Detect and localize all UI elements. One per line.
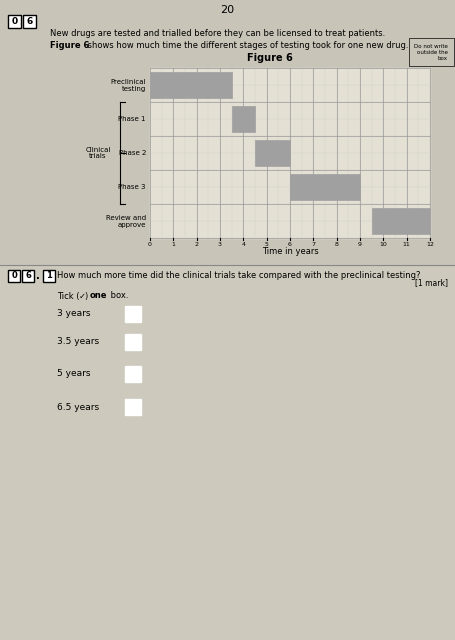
- Text: one: one: [90, 291, 107, 301]
- Bar: [255, 140, 290, 166]
- Bar: [125, 366, 141, 382]
- Text: Time in years: Time in years: [262, 248, 318, 257]
- Text: 5 years: 5 years: [57, 369, 91, 378]
- Text: New drugs are tested and trialled before they can be licensed to treat patients.: New drugs are tested and trialled before…: [50, 29, 385, 38]
- Bar: [0, 0, 455, 265]
- Text: Do not write
outside the
box: Do not write outside the box: [414, 44, 448, 61]
- Text: ✓: ✓: [79, 291, 86, 301]
- Text: Figure 6: Figure 6: [50, 42, 89, 51]
- Text: shows how much time the different stages of testing took for one new drug.: shows how much time the different stages…: [85, 42, 409, 51]
- Bar: [43, 270, 55, 282]
- Text: Phase 3: Phase 3: [118, 184, 146, 190]
- Bar: [125, 306, 141, 322]
- Text: box.: box.: [108, 291, 128, 301]
- Text: 2: 2: [195, 242, 199, 247]
- Text: Preclinical
testing: Preclinical testing: [111, 79, 146, 92]
- Text: 10: 10: [379, 242, 387, 247]
- Text: 3 years: 3 years: [57, 310, 91, 319]
- Text: Review and
approve: Review and approve: [106, 214, 146, 227]
- Bar: [232, 106, 255, 132]
- Bar: [125, 334, 141, 350]
- Text: 0: 0: [11, 271, 17, 280]
- Text: 6: 6: [26, 17, 33, 26]
- Text: 8: 8: [335, 242, 339, 247]
- Text: 5: 5: [265, 242, 268, 247]
- Text: .: .: [36, 271, 40, 281]
- Bar: [23, 15, 36, 28]
- Text: Phase 1: Phase 1: [118, 116, 146, 122]
- Bar: [150, 72, 232, 98]
- Text: Phase 2: Phase 2: [119, 150, 146, 156]
- Text: 4: 4: [241, 242, 245, 247]
- Text: Tick (: Tick (: [57, 291, 80, 301]
- Bar: [150, 68, 430, 238]
- Bar: [125, 399, 141, 415]
- Text: 9: 9: [358, 242, 362, 247]
- Text: 6.5 years: 6.5 years: [57, 403, 99, 412]
- Text: 12: 12: [426, 242, 434, 247]
- Text: 1: 1: [172, 242, 175, 247]
- Bar: [150, 68, 430, 238]
- Bar: [8, 15, 21, 28]
- Text: ): ): [85, 291, 91, 301]
- Bar: [8, 270, 20, 282]
- Text: 0: 0: [11, 17, 18, 26]
- Text: 7: 7: [311, 242, 315, 247]
- Text: How much more time did the clinical trials take compared with the preclinical te: How much more time did the clinical tria…: [57, 271, 420, 280]
- Text: 11: 11: [403, 242, 410, 247]
- Bar: [372, 208, 430, 234]
- Text: 0: 0: [148, 242, 152, 247]
- Text: [1 mark]: [1 mark]: [415, 278, 448, 287]
- Text: 6: 6: [288, 242, 292, 247]
- Text: 6: 6: [25, 271, 31, 280]
- Bar: [22, 270, 34, 282]
- Text: 20: 20: [220, 5, 234, 15]
- Bar: [290, 174, 360, 200]
- Text: 3: 3: [218, 242, 222, 247]
- Text: Figure 6: Figure 6: [247, 53, 293, 63]
- Text: 3.5 years: 3.5 years: [57, 337, 99, 346]
- Text: Clinical
trials: Clinical trials: [86, 147, 111, 159]
- Text: 1: 1: [46, 271, 52, 280]
